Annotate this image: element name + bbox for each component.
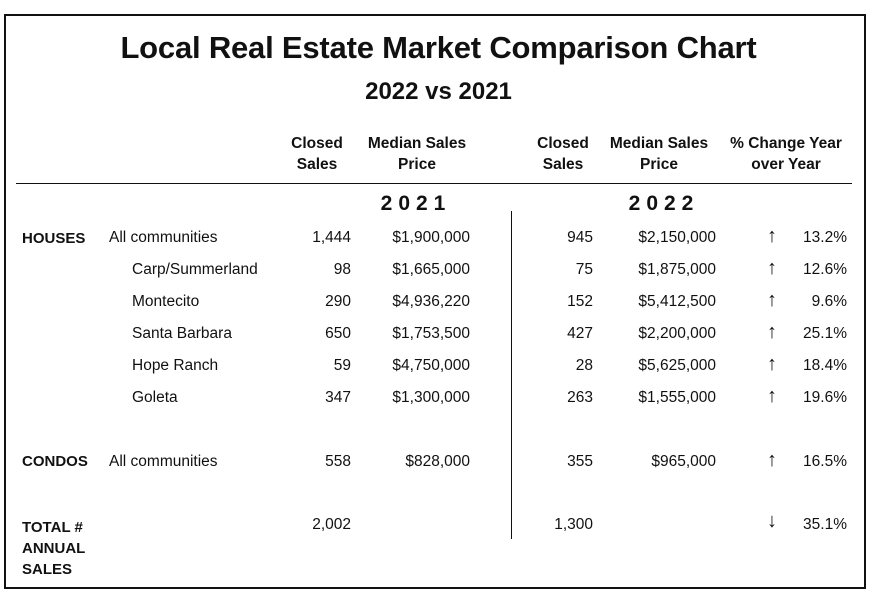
pct-change-value: 18.4% [803,357,847,374]
median-price-2022: $1,555,000 [638,389,716,406]
median-price-2021: $1,300,000 [392,389,470,406]
community-name: Santa Barbara [132,325,232,342]
community-name: Goleta [132,389,178,406]
arrow-up-icon: ↑ [767,321,777,343]
header-closed-sales-2021: Closed Sales [291,135,343,173]
median-price-2022: $5,625,000 [638,357,716,374]
closed-sales-2022: 427 [567,325,593,342]
pct-change-value: 25.1% [803,325,847,342]
pct-change-value: 12.6% [803,261,847,278]
median-price-2021: $828,000 [405,453,470,470]
year-label-2021: 2021 [380,192,452,215]
community-name: Hope Ranch [132,357,219,374]
median-price-2021: $1,753,500 [392,325,470,342]
closed-sales-2021: 650 [325,325,351,342]
median-price-2021: $1,665,000 [392,261,470,278]
header-median-price-2021: Median Sales Price [367,135,467,173]
median-price-2022: $5,412,500 [638,293,716,310]
closed-sales-2022: 355 [567,453,593,470]
closed-sales-2021: 1,444 [312,229,351,246]
header-median-price-2022: Median Sales Price [609,135,709,173]
closed-sales-2021: 59 [333,357,351,374]
page-subtitle: 2022 vs 2021 [365,78,512,105]
closed-sales-2022: 945 [567,229,593,246]
closed-sales-2022: 75 [575,261,593,278]
median-price-2022: $1,875,000 [638,261,716,278]
arrow-up-icon: ↑ [767,385,777,407]
median-price-2022: $965,000 [651,453,716,470]
median-price-2022: $2,150,000 [638,229,716,246]
community-name: Carp/Summerland [132,261,258,278]
median-price-2021: $4,936,220 [392,293,470,310]
arrow-down-icon: ↓ [767,510,777,532]
closed-sales-2022: 152 [567,293,593,310]
arrow-up-icon: ↑ [767,225,777,247]
arrow-up-icon: ↑ [767,353,777,375]
community-name: Montecito [132,293,200,310]
year-label-2022: 2022 [628,192,700,215]
chart-frame [4,14,866,589]
total-label-line: TOTAL # [22,519,83,536]
closed-sales-2022: 28 [575,357,593,374]
year-divider [511,211,512,539]
header-divider [16,183,852,184]
pct-change-value: 16.5% [803,453,847,470]
pct-change-value: 13.2% [803,229,847,246]
median-price-2021: $4,750,000 [392,357,470,374]
arrow-up-icon: ↑ [767,449,777,471]
closed-sales-2021: 98 [333,261,351,278]
community-name: All communities [109,453,218,470]
header-pct-change: % Change Year over Year [730,135,842,173]
section-label-condos: CONDOS [22,453,88,470]
total-label-line: SALES [22,561,73,578]
closed-sales-2021: 347 [325,389,351,406]
community-name: All communities [109,229,218,246]
closed-sales-2022: 263 [567,389,593,406]
section-label-total: TOTAL # ANNUAL SALES [22,517,85,580]
pct-change-value: 19.6% [803,389,847,406]
page-title: Local Real Estate Market Comparison Char… [120,30,757,65]
section-label-houses: HOUSES [22,230,86,247]
total-sales-2021: 2,002 [312,516,351,533]
total-sales-2022: 1,300 [554,516,593,533]
closed-sales-2021: 558 [325,453,351,470]
closed-sales-2021: 290 [325,293,351,310]
arrow-up-icon: ↑ [767,257,777,279]
total-label-line: ANNUAL [22,540,86,557]
arrow-up-icon: ↑ [767,289,777,311]
median-price-2022: $2,200,000 [638,325,716,342]
median-price-2021: $1,900,000 [392,229,470,246]
pct-change-value: 35.1% [803,516,847,533]
header-closed-sales-2022: Closed Sales [537,135,589,173]
pct-change-value: 9.6% [811,293,847,310]
